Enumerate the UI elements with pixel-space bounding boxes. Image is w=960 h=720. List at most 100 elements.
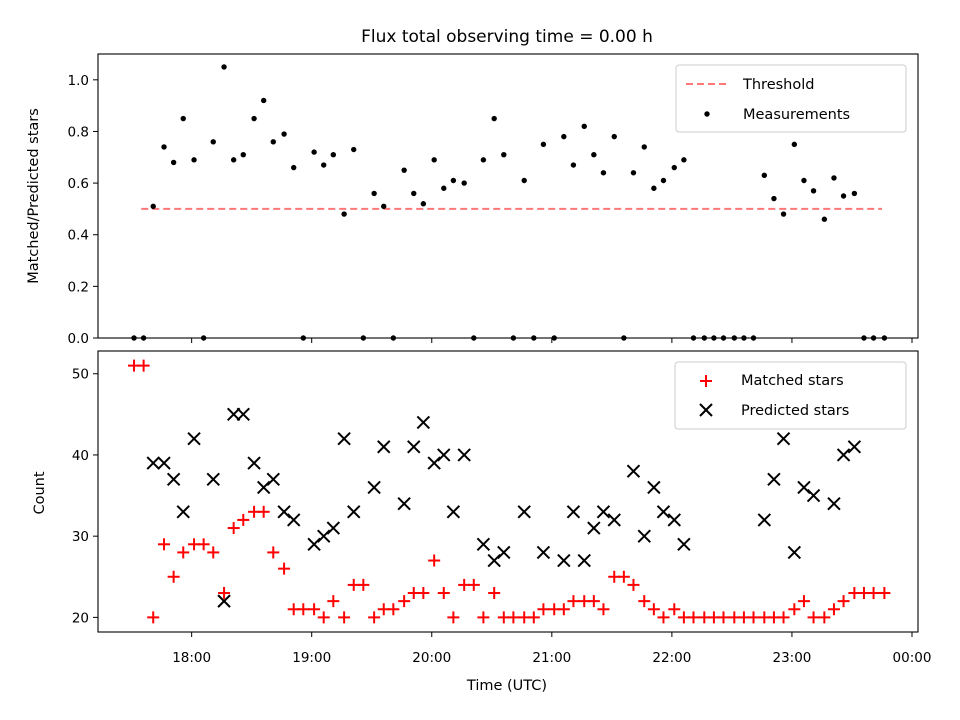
x-tick-label: 20:00 <box>412 650 451 666</box>
predicted-star-point <box>407 440 421 454</box>
predicted-star-point <box>437 448 451 462</box>
x-tick-label: 22:00 <box>652 650 691 666</box>
predicted-star-point <box>647 480 661 495</box>
x-tick-label: 21:00 <box>532 650 571 666</box>
measurement-point <box>240 151 246 158</box>
matched-star-point <box>417 587 430 600</box>
matched-star-point <box>297 603 310 616</box>
matched-star-point <box>527 611 540 624</box>
matched-star-point <box>227 522 240 535</box>
predicted-star-point <box>367 480 381 495</box>
measurement-point <box>780 211 787 217</box>
predicted-star-point <box>677 537 691 551</box>
measurement-point <box>180 115 186 122</box>
measurement-point <box>450 177 457 184</box>
matched-star-point <box>788 603 801 616</box>
bottom-y-tick-label: 30 <box>72 529 89 545</box>
matched-star-point <box>597 603 610 616</box>
matched-star-point <box>567 595 580 608</box>
matched-star-point <box>557 603 570 616</box>
top-legend: Threshold Measurements <box>675 64 907 133</box>
legend-matched-label: Matched stars <box>741 373 844 389</box>
predicted-star-point <box>847 440 862 454</box>
matched-star-point <box>617 570 630 583</box>
measurement-point <box>341 211 347 217</box>
measurement-point <box>561 133 567 140</box>
predicted-star-point <box>277 505 291 519</box>
measurement-point <box>281 131 287 137</box>
predicted-star-point <box>767 472 781 487</box>
matched-star-point <box>267 546 280 559</box>
top-y-tick-label: 0.8 <box>68 124 89 140</box>
legend-predicted-swatch <box>699 403 713 417</box>
matched-star-point <box>878 587 891 600</box>
matched-star-point <box>308 603 321 616</box>
bottom-y-tick-label: 40 <box>72 448 89 464</box>
measurement-point <box>810 188 817 194</box>
predicted-star-point <box>667 513 681 527</box>
bottom-y-tick-label: 50 <box>72 367 89 383</box>
predicted-star-point <box>226 407 241 422</box>
measurement-point <box>150 203 156 210</box>
measurement-point <box>161 144 167 150</box>
predicted-star-point <box>566 505 581 519</box>
x-tick-label: 19:00 <box>292 650 331 666</box>
predicted-star-point <box>266 472 280 487</box>
measurement-point <box>681 157 687 163</box>
measurement-point <box>230 157 237 163</box>
top-plot-frame <box>97 53 919 339</box>
predicted-star-point <box>656 505 671 519</box>
matched-star-point <box>818 611 831 624</box>
measurement-point <box>191 157 197 163</box>
predicted-star-point <box>596 505 611 519</box>
measurement-point <box>221 64 227 70</box>
predicted-star-point <box>607 513 621 527</box>
predicted-star-point <box>337 432 351 446</box>
measurement-point <box>641 144 647 150</box>
measurement-point <box>521 177 527 184</box>
measurement-point <box>501 151 507 158</box>
measurement-point <box>411 190 417 197</box>
matched-star-point <box>147 611 160 624</box>
measurement-point <box>600 170 607 176</box>
predicted-star-point <box>637 529 651 543</box>
predicted-star-point <box>806 488 821 503</box>
bottom-plot-panel: 20 30 40 50 18:00 19:00 20:00 21:00 22:00 23:00 0… <box>32 350 931 694</box>
predicted-star-point <box>797 480 811 495</box>
matched-star-point <box>488 587 501 600</box>
measurement-point <box>761 172 768 179</box>
measurement-point <box>491 115 497 122</box>
matched-star-point <box>237 513 250 526</box>
top-y-tick-label: 0.6 <box>68 176 89 192</box>
predicted-star-point <box>307 537 321 551</box>
matched-star-point <box>827 603 840 616</box>
predicted-star-point <box>217 594 231 608</box>
measurement-point <box>290 164 297 171</box>
measurement-point <box>480 157 487 163</box>
predicted-star-point <box>827 496 841 511</box>
predicted-star-point <box>446 505 461 519</box>
predicted-star-point <box>776 432 791 446</box>
predicted-star-point <box>587 521 601 535</box>
matched-star-point <box>137 359 150 372</box>
matched-star-point <box>747 611 760 624</box>
matched-star-point <box>657 611 670 624</box>
measurement-point <box>570 162 577 168</box>
matched-star-point <box>668 603 681 616</box>
bottom-plot-frame <box>97 350 919 633</box>
measurement-point <box>540 141 547 148</box>
measurement-point <box>441 185 447 191</box>
predicted-star-point <box>347 505 361 519</box>
measurement-point <box>311 149 317 155</box>
matched-star-point <box>867 587 880 600</box>
measurement-point <box>170 159 177 166</box>
predicted-star-point <box>476 537 491 551</box>
matched-star-point <box>587 595 600 608</box>
matched-star-point <box>638 595 651 608</box>
predicted-star-point <box>256 480 271 495</box>
predicted-star-point <box>157 456 171 470</box>
predicted-star-point <box>487 553 501 568</box>
predicted-star-point <box>836 448 851 462</box>
matched-star-point <box>398 595 411 608</box>
matched-star-point <box>437 587 450 600</box>
